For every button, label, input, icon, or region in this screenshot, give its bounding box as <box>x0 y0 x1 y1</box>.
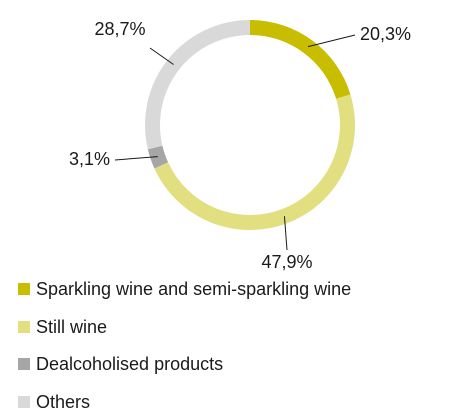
legend-swatch <box>18 283 30 295</box>
legend-label: Sparkling wine and semi-sparkling wine <box>36 279 351 299</box>
data-label: 28,7% <box>94 19 145 39</box>
leader-line <box>283 216 288 251</box>
donut-slice <box>147 145 169 169</box>
leader-line <box>114 156 158 161</box>
legend-label: Still wine <box>36 317 107 337</box>
data-label: 3,1% <box>69 149 110 169</box>
legend-label: Others <box>36 392 90 412</box>
legend-swatch <box>18 358 30 370</box>
legend-swatch <box>18 396 30 408</box>
data-label: 20,3% <box>360 24 411 44</box>
donut-slice <box>154 94 356 231</box>
leader-line <box>149 47 174 65</box>
donut-slice <box>145 20 250 150</box>
legend-label: Dealcoholised products <box>36 354 223 374</box>
data-label: 47,9% <box>261 252 312 272</box>
leader-line <box>307 34 356 48</box>
legend-swatch <box>18 321 30 333</box>
donut-slice <box>250 20 351 99</box>
